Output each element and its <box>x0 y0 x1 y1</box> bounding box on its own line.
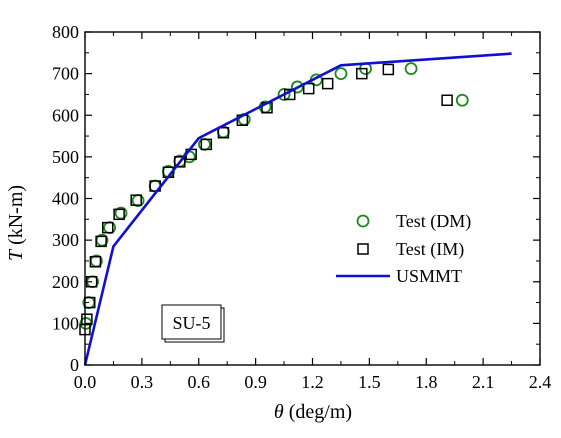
point-test-im <box>356 67 368 80</box>
legend-marker-test-im <box>357 243 369 255</box>
y-tick-label: 700 <box>52 64 79 84</box>
legend-label: Test (IM) <box>396 239 464 260</box>
x-tick-label: 0.9 <box>244 372 267 392</box>
point-test-im <box>81 313 93 325</box>
legend-label: Test (DM) <box>396 211 471 232</box>
plot-frame <box>84 31 541 366</box>
y-axis-label: T (kN-m) <box>5 185 27 261</box>
y-tick-label: 300 <box>52 230 79 250</box>
point-test-im <box>85 276 98 288</box>
annotation-label: SU-5 <box>172 313 210 333</box>
y-tick-label: 500 <box>52 147 79 167</box>
tick-labels: 0.0 0.3 0.6 0.9 1.2 1.5 1.8 2.1 2.4 0 100 200 300 400… <box>52 22 551 392</box>
x-tick-label: 2.1 <box>472 372 495 392</box>
y-axis-symbol: T <box>5 248 27 261</box>
annotation-box: SU-5 <box>161 304 225 343</box>
y-tick-label: 200 <box>52 272 79 292</box>
x-tick-label: 0.0 <box>74 372 97 392</box>
point-test-im <box>200 138 213 151</box>
y-tick-label: 600 <box>52 105 79 125</box>
point-test-im <box>441 94 453 107</box>
y-tick-label: 100 <box>52 313 79 333</box>
series-layer <box>79 52 512 366</box>
point-test-im <box>102 221 114 234</box>
point-test-im <box>113 208 125 221</box>
x-tick-label: 2.4 <box>529 372 552 392</box>
point-test-im <box>321 77 334 90</box>
point-test-dm <box>404 62 418 76</box>
y-tick-label: 800 <box>52 22 79 42</box>
y-tick-label: 400 <box>52 189 79 209</box>
point-test-dm <box>334 67 348 81</box>
x-tick-label: 1.2 <box>301 372 324 392</box>
x-tick-label: 0.3 <box>131 372 154 392</box>
x-axis-label: θ (deg/m) <box>274 401 352 423</box>
legend: Test (DM) Test (IM) USMMT <box>336 211 471 286</box>
axis-ticks <box>84 31 541 366</box>
point-test-im <box>174 156 186 168</box>
legend-label: USMMT <box>396 266 462 286</box>
point-test-dm <box>455 93 469 107</box>
point-test-im <box>95 235 107 248</box>
y-tick-label: 0 <box>70 355 79 375</box>
series-line-usmmt <box>83 52 512 366</box>
x-axis-symbol: θ <box>274 401 284 423</box>
point-test-im <box>89 256 102 268</box>
x-tick-label: 1.8 <box>415 372 438 392</box>
point-test-im <box>382 63 395 76</box>
point-test-im <box>302 82 315 95</box>
point-test-im <box>130 194 142 206</box>
x-tick-label: 1.5 <box>358 372 381 392</box>
x-axis-unit: (deg/m) <box>284 401 352 423</box>
point-test-dm <box>290 80 304 94</box>
y-axis-unit: (kN-m) <box>5 185 27 250</box>
point-test-im <box>217 126 230 139</box>
legend-marker-test-dm <box>356 214 370 228</box>
x-tick-label: 0.6 <box>188 372 211 392</box>
